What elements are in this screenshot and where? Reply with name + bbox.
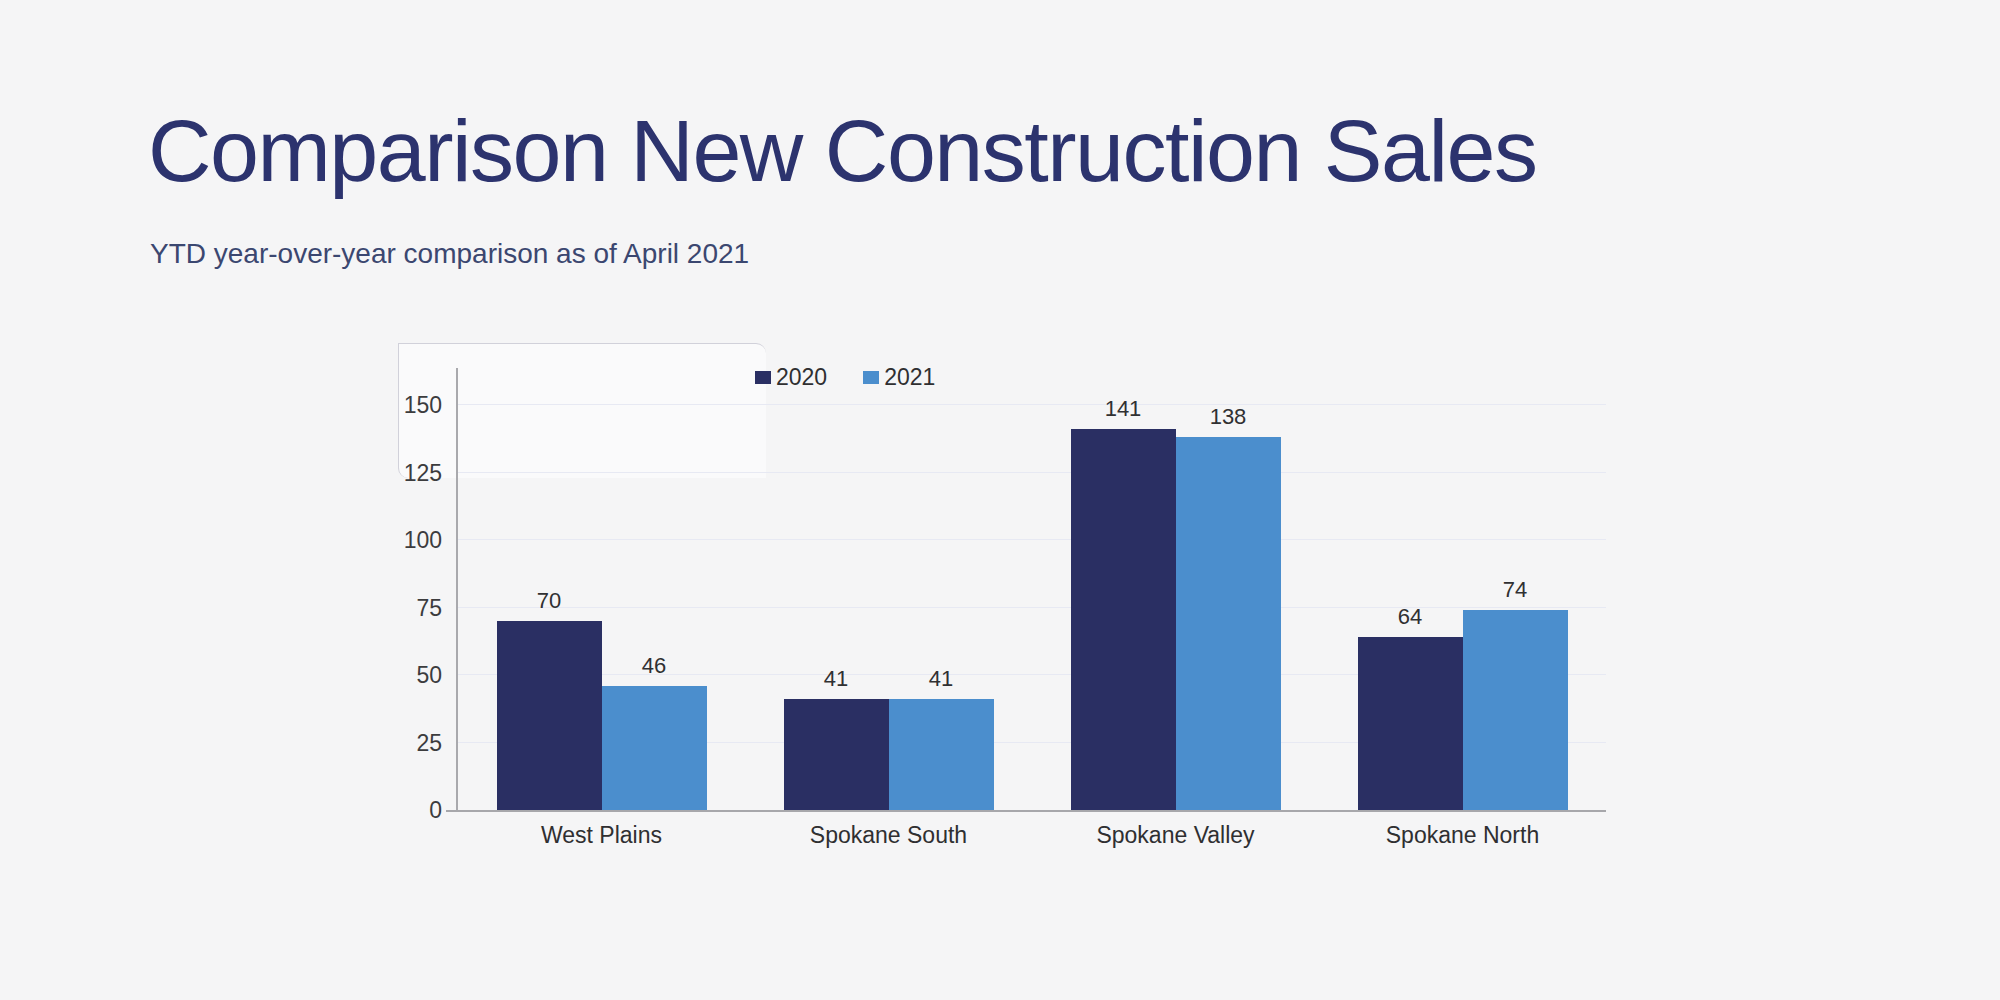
y-tick-label-0: 0	[378, 798, 442, 822]
x-category-label-spokane-north: Spokane North	[1319, 822, 1606, 849]
gridline-125	[458, 472, 1606, 473]
bar-value-2021-west-plains: 46	[602, 654, 707, 678]
x-axis-line	[446, 810, 1606, 812]
bar-2021-west-plains	[602, 686, 707, 810]
bar-2020-west-plains	[497, 621, 602, 810]
gridline-100	[458, 539, 1606, 540]
y-tick-label-100: 100	[378, 528, 442, 552]
bar-2020-spokane-south	[784, 699, 889, 810]
bar-value-2021-spokane-south: 41	[889, 667, 994, 691]
y-tick-label-150: 150	[378, 393, 442, 417]
bar-2020-spokane-north	[1358, 637, 1463, 810]
bar-2021-spokane-valley	[1176, 437, 1281, 810]
y-axis-line	[456, 368, 458, 810]
bar-2021-spokane-south	[889, 699, 994, 810]
bar-value-2020-spokane-valley: 141	[1071, 397, 1176, 421]
plot-area: 02550751001251507046West Plains4141Spoka…	[458, 368, 1606, 810]
bar-value-2020-spokane-south: 41	[784, 667, 889, 691]
bar-2020-spokane-valley	[1071, 429, 1176, 810]
x-category-label-spokane-south: Spokane South	[745, 822, 1032, 849]
x-category-label-west-plains: West Plains	[458, 822, 745, 849]
slide: Comparison New Construction Sales YTD ye…	[0, 0, 2000, 1000]
bar-chart: 2020 2021 02550751001251507046West Plain…	[0, 0, 2000, 1000]
gridline-150	[458, 404, 1606, 405]
y-tick-label-75: 75	[378, 596, 442, 620]
x-category-label-spokane-valley: Spokane Valley	[1032, 822, 1319, 849]
y-tick-label-50: 50	[378, 663, 442, 687]
y-tick-label-125: 125	[378, 461, 442, 485]
bar-value-2020-spokane-north: 64	[1358, 605, 1463, 629]
bar-value-2020-west-plains: 70	[497, 589, 602, 613]
bar-value-2021-spokane-valley: 138	[1176, 405, 1281, 429]
y-tick-label-25: 25	[378, 731, 442, 755]
bar-value-2021-spokane-north: 74	[1463, 578, 1568, 602]
bar-2021-spokane-north	[1463, 610, 1568, 810]
